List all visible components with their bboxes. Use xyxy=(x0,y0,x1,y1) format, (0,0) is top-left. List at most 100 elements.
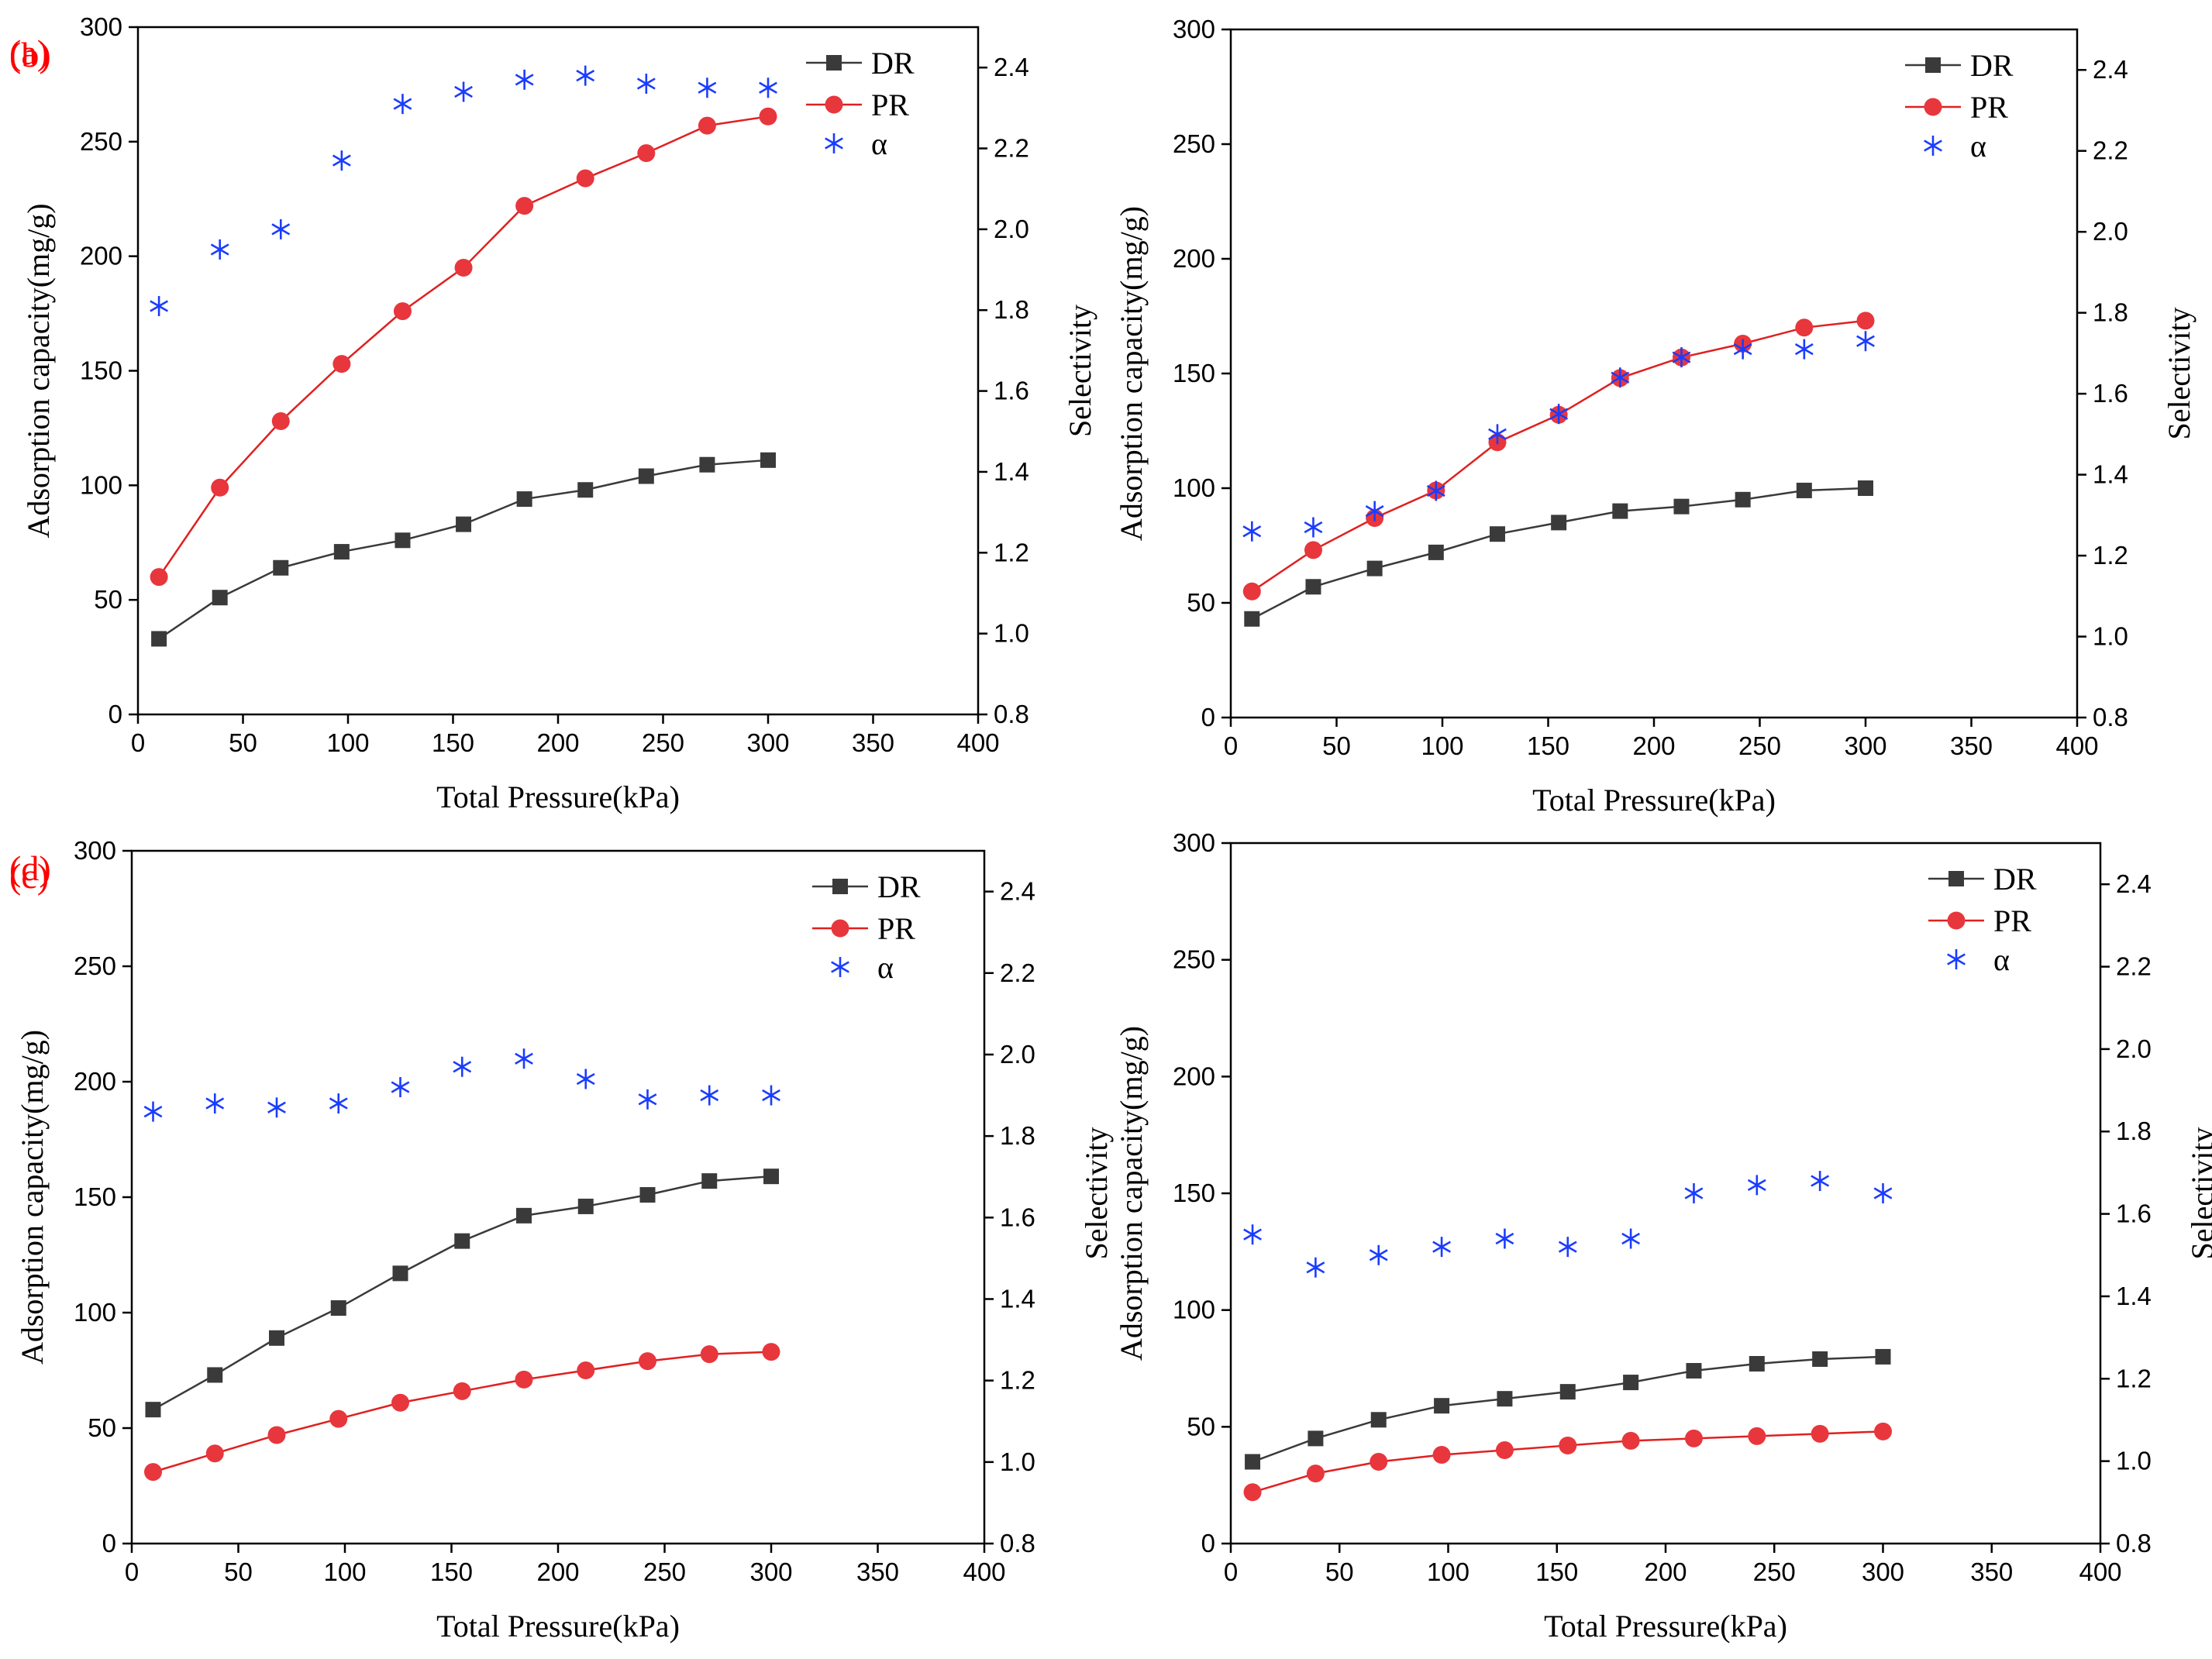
x-tick-label: 0 xyxy=(131,728,145,757)
data-point-DR xyxy=(454,1233,470,1249)
data-point-alpha xyxy=(1549,404,1569,425)
star-stroke xyxy=(576,1072,595,1086)
y2-tick-label: 1.0 xyxy=(2093,622,2128,651)
data-point-DR xyxy=(151,631,167,647)
data-point-PR xyxy=(1370,1453,1388,1471)
data-point-alpha xyxy=(1306,1257,1325,1278)
data-point-PR xyxy=(1304,541,1322,559)
data-point-DR xyxy=(395,532,411,549)
data-point-alpha xyxy=(1365,501,1384,521)
data-point-DR xyxy=(1612,503,1628,519)
y-tick-label: 150 xyxy=(80,356,122,385)
data-point-PR xyxy=(1306,1465,1325,1483)
x-tick-label: 350 xyxy=(852,728,894,757)
y-tick-label: 300 xyxy=(74,836,116,865)
data-point-DR xyxy=(639,1187,656,1203)
data-point-alpha xyxy=(150,296,169,317)
y2-tick-label: 1.6 xyxy=(2093,379,2128,408)
panel-label: (c) xyxy=(9,856,49,896)
star-stroke xyxy=(515,74,534,86)
star-stroke xyxy=(1924,139,1942,152)
data-point-DR xyxy=(1623,1375,1639,1391)
y2-tick-label: 1.0 xyxy=(994,619,1029,648)
y2-tick-label: 1.8 xyxy=(2093,298,2128,327)
y2-tick-label: 2.2 xyxy=(2116,952,2152,981)
star-stroke xyxy=(762,1089,780,1102)
star-stroke xyxy=(1304,521,1323,534)
legend-marker-alpha xyxy=(825,133,843,153)
legend-marker-alpha xyxy=(1924,136,1942,156)
series-line-DR xyxy=(1251,487,1866,620)
data-point-PR xyxy=(637,144,656,163)
x-tick-label: 100 xyxy=(1427,1557,1469,1586)
legend-label-alpha: α xyxy=(871,126,887,161)
star-stroke xyxy=(576,69,595,82)
star-stroke xyxy=(1873,1187,1893,1200)
x-tick-label: 250 xyxy=(643,1557,686,1586)
y2-tick-label: 1.6 xyxy=(994,377,1029,405)
data-point-PR xyxy=(639,1352,656,1371)
y2-tick-label: 1.4 xyxy=(1000,1284,1035,1313)
data-point-PR xyxy=(1495,1440,1514,1459)
legend-marker-DR xyxy=(1948,871,1964,886)
data-point-alpha xyxy=(1856,331,1875,352)
data-point-alpha xyxy=(271,219,291,239)
y2-tick-label: 1.6 xyxy=(2116,1200,2152,1228)
plot-frame xyxy=(1229,28,2079,719)
x-tick-label: 350 xyxy=(856,1557,899,1586)
data-point-PR xyxy=(454,258,473,277)
x-tick-label: 300 xyxy=(749,1557,792,1586)
data-point-DR xyxy=(269,1330,284,1346)
data-point-alpha xyxy=(1369,1244,1388,1265)
x-axis-title: Total Pressure(kPa) xyxy=(1544,1609,1787,1644)
data-point-PR xyxy=(332,355,351,373)
star-stroke xyxy=(1549,408,1569,420)
data-point-PR xyxy=(453,1382,471,1400)
series-line-PR xyxy=(1251,319,1866,593)
data-point-PR xyxy=(267,1426,286,1444)
star-stroke xyxy=(1611,371,1630,384)
data-point-DR xyxy=(1489,526,1505,542)
chart-panel-c: 0 50 100 150 200 250 300 350 400 0 50 100 150 200 250 3… xyxy=(9,836,1035,1644)
data-point-alpha xyxy=(391,1077,410,1098)
x-axis-title: Total Pressure(kPa) xyxy=(436,1609,680,1644)
y2-tick-label: 1.4 xyxy=(2116,1282,2152,1310)
data-point-PR xyxy=(762,1343,780,1361)
data-point-alpha xyxy=(762,1085,780,1106)
legend-label-alpha: α xyxy=(1993,942,2010,977)
data-point-DR xyxy=(516,491,532,508)
x-tick-label: 350 xyxy=(1970,1557,2013,1586)
y2-tick-label: 0.8 xyxy=(2116,1529,2152,1557)
x-tick-label: 50 xyxy=(1325,1557,1354,1586)
data-point-alpha xyxy=(1794,339,1814,360)
y-tick-label: 250 xyxy=(80,127,122,156)
star-stroke xyxy=(698,81,717,94)
star-stroke xyxy=(1733,343,1752,356)
data-point-PR xyxy=(393,302,412,321)
panel-label: (d) xyxy=(9,848,51,888)
star-stroke xyxy=(1811,1175,1830,1187)
star-stroke xyxy=(515,1052,533,1065)
y2-axis-title: Selectivity xyxy=(1063,305,1097,437)
x-tick-label: 350 xyxy=(1950,731,1993,760)
legend-marker-alpha xyxy=(831,957,849,977)
data-point-alpha xyxy=(576,1069,595,1089)
star-stroke xyxy=(1621,1232,1641,1245)
y2-tick-label: 2.4 xyxy=(994,53,1029,81)
x-axis-title: Total Pressure(kPa) xyxy=(1532,783,1776,817)
data-point-PR xyxy=(271,412,290,431)
data-point-DR xyxy=(577,482,594,498)
series-line-DR xyxy=(152,1175,772,1411)
x-tick-label: 400 xyxy=(2055,731,2098,760)
x-tick-label: 400 xyxy=(963,1557,1005,1586)
data-point-alpha xyxy=(210,239,229,260)
data-point-PR xyxy=(577,1361,595,1379)
y-tick-label: 0 xyxy=(109,700,122,728)
data-point-DR xyxy=(273,559,289,576)
panel-label: (a) xyxy=(9,33,49,72)
x-tick-label: 250 xyxy=(1738,731,1781,760)
data-point-PR xyxy=(1795,318,1814,337)
x-tick-label: 250 xyxy=(1753,1557,1796,1586)
data-point-PR xyxy=(391,1393,409,1412)
